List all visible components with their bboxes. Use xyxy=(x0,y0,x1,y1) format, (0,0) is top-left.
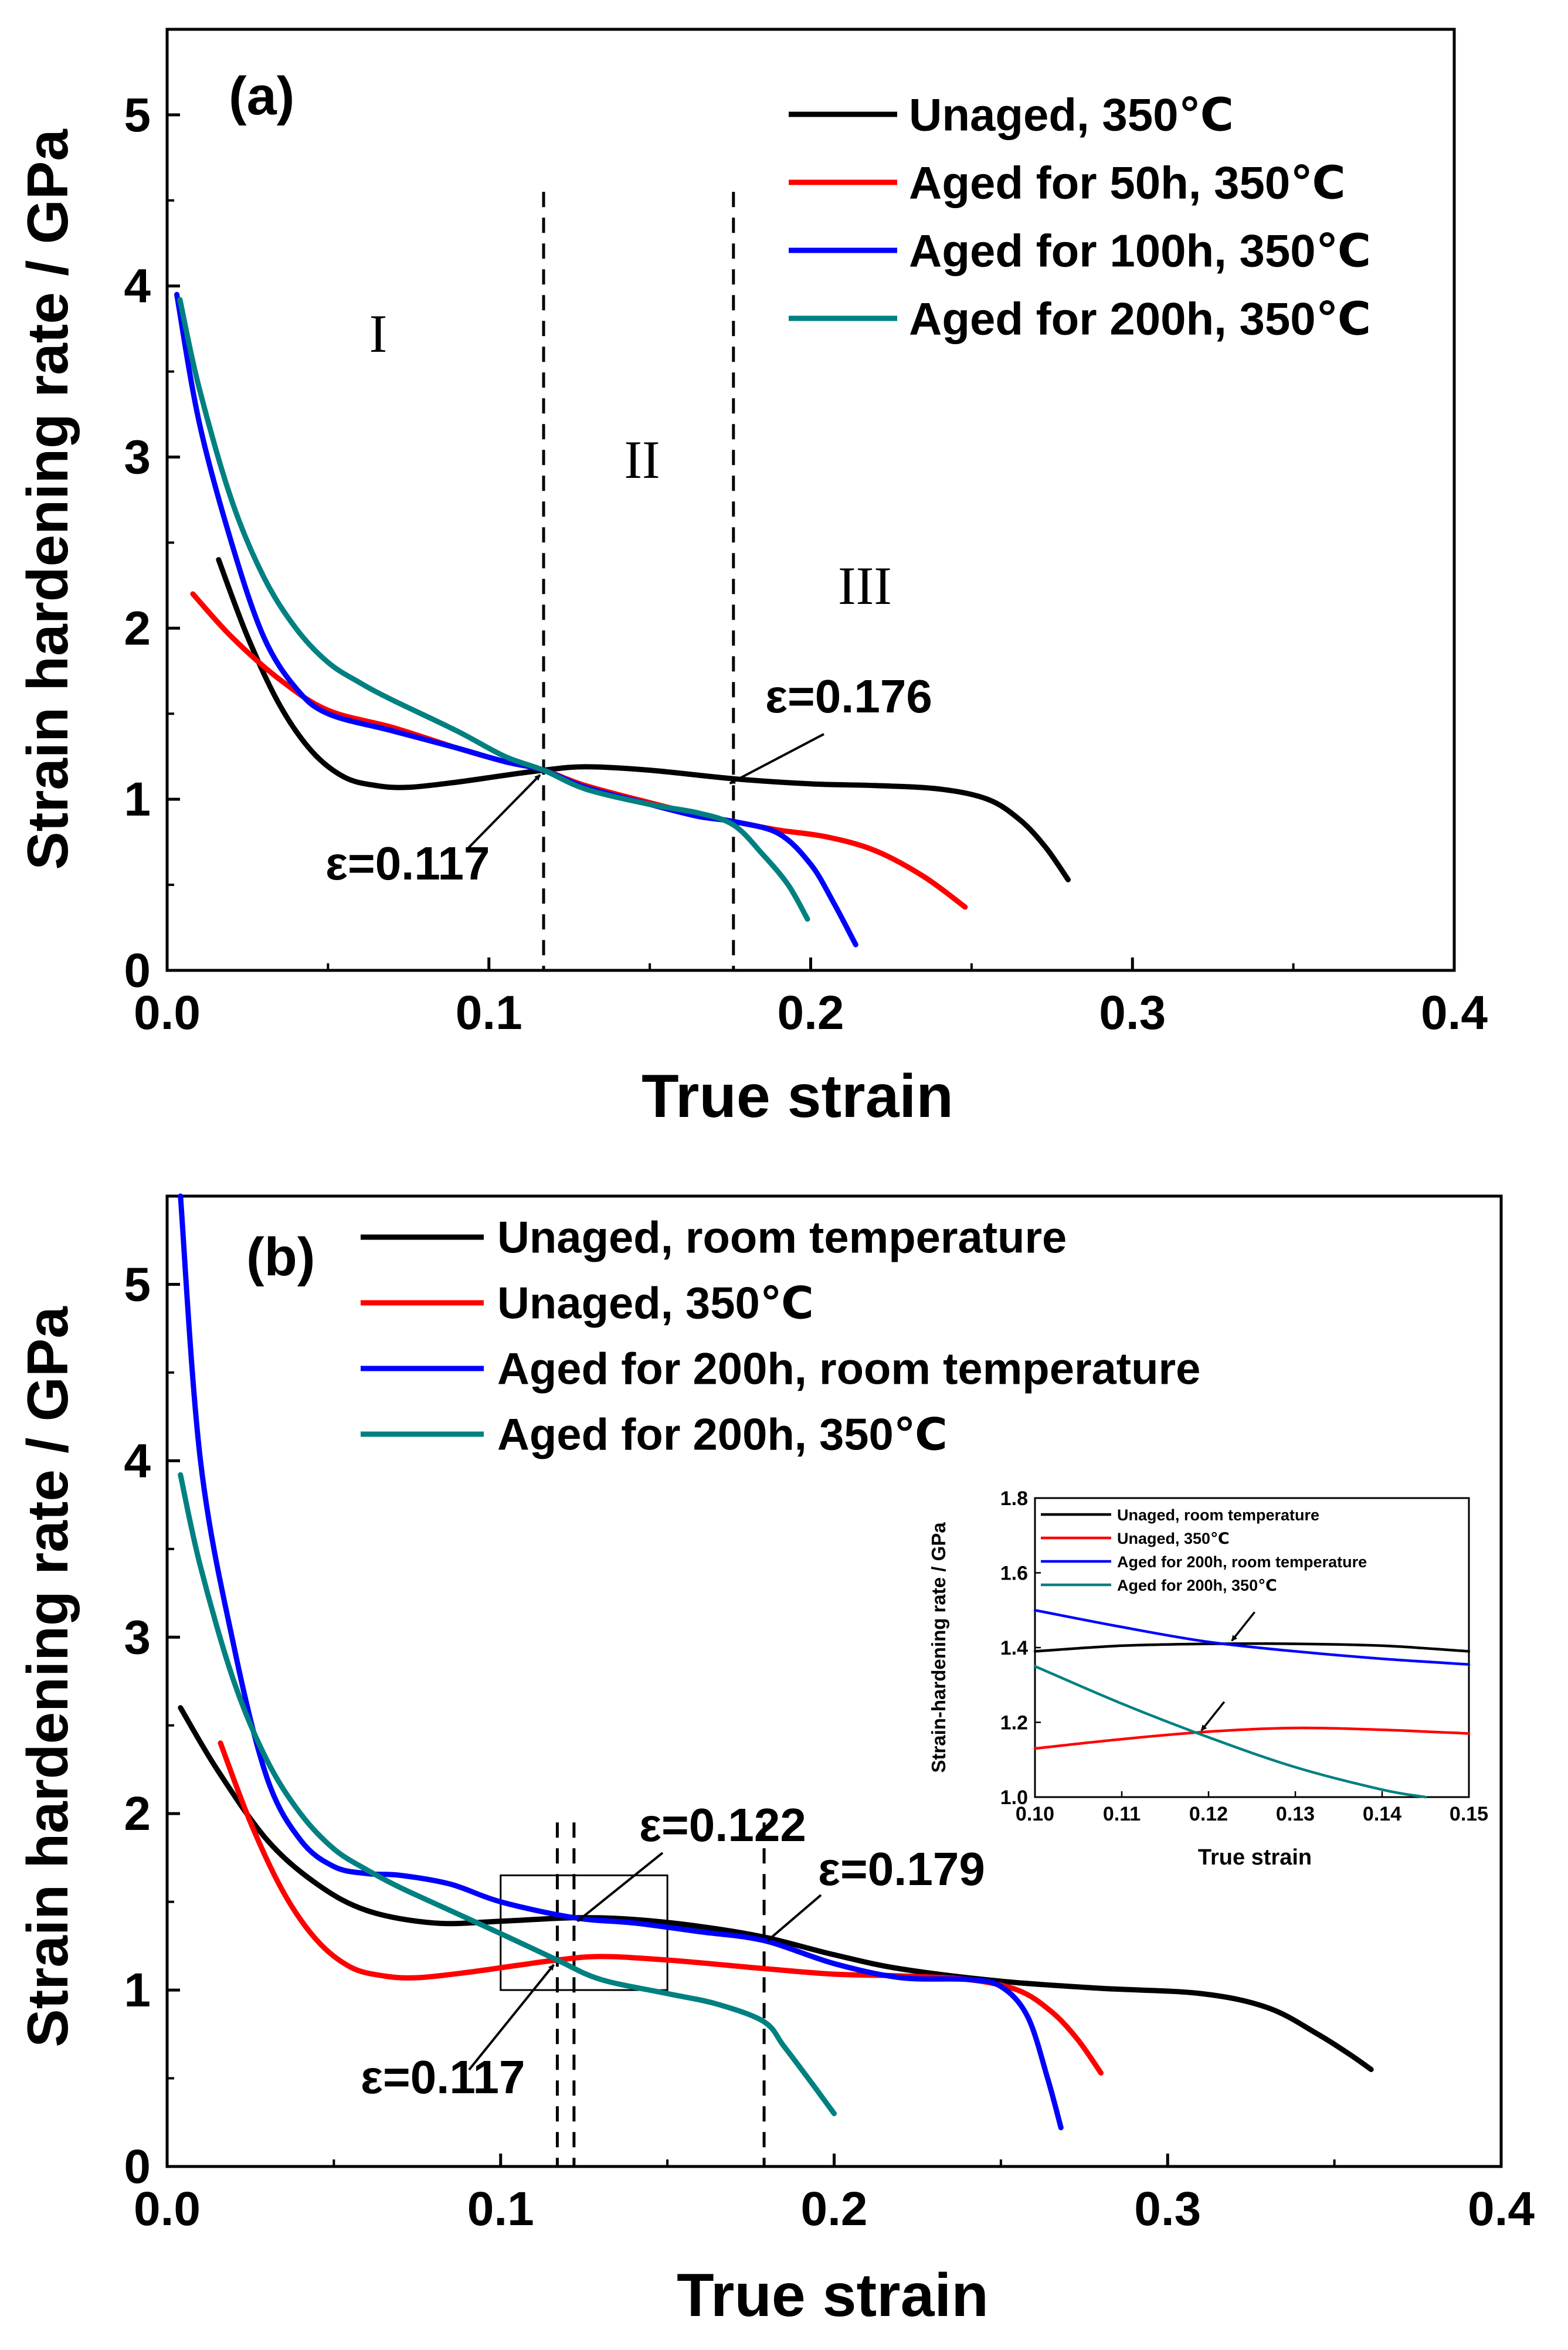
annotation-label: ε=0.117 xyxy=(325,837,490,889)
x-axis-title: True strain xyxy=(642,1062,953,1130)
inset-series-line-3 xyxy=(1033,1665,1427,1799)
region-label: III xyxy=(838,556,892,616)
region-label: I xyxy=(369,304,388,364)
series-line-3 xyxy=(177,297,810,922)
x-tick-label: 0.0 xyxy=(134,986,201,1040)
y-axis-title: Strain hardening rate / GPa xyxy=(15,1306,80,2047)
inset-legend-label: Aged for 200h, 350℃ xyxy=(1117,1577,1277,1594)
inset-y-tick-label: 1.6 xyxy=(1000,1563,1028,1585)
inset-series-line-2 xyxy=(1033,1609,1471,1666)
inset-legend-label: Unaged, room temperature xyxy=(1117,1506,1319,1524)
panel-label: (a) xyxy=(229,66,294,126)
x-tick-label: 0.0 xyxy=(134,2182,201,2236)
x-tick-label: 0.2 xyxy=(778,986,844,1040)
series-line-2 xyxy=(174,291,858,948)
y-tick-label: 0 xyxy=(124,2140,151,2193)
x-axis-title: True strain xyxy=(677,2261,989,2329)
inset-y-axis-title: Strain-hardening rate / GPa xyxy=(928,1522,949,1773)
inset-x-tick-label: 0.13 xyxy=(1276,1803,1315,1825)
series-line-1 xyxy=(218,1740,1104,2076)
annotation-arrow xyxy=(576,1852,664,1923)
legend-label: Aged for 200h, room temperature xyxy=(497,1344,1200,1394)
x-tick-label: 0.3 xyxy=(1134,2182,1201,2236)
legend-label: Unaged, room temperature xyxy=(497,1213,1067,1263)
x-tick-label: 0.2 xyxy=(801,2182,868,2236)
annotation-arrow xyxy=(465,774,541,851)
inset-y-tick-label: 1.8 xyxy=(1000,1488,1028,1510)
inset-legend-label: Aged for 200h, room temperature xyxy=(1117,1553,1367,1571)
inset-y-tick-label: 1.4 xyxy=(1000,1637,1028,1659)
y-tick-label: 4 xyxy=(124,1434,151,1488)
inset-series-line-1 xyxy=(1033,1726,1471,1750)
y-tick-label: 5 xyxy=(124,1258,151,1311)
x-tick-label: 0.3 xyxy=(1099,986,1166,1040)
inset-arrow xyxy=(1200,1701,1226,1731)
x-tick-label: 0.4 xyxy=(1468,2182,1535,2236)
series-line-0 xyxy=(216,557,1071,882)
legend-label: Aged for 200h, 350℃ xyxy=(497,1410,948,1460)
inset-x-axis-title: True strain xyxy=(1198,1845,1312,1870)
inset-x-tick-label: 0.12 xyxy=(1189,1803,1228,1825)
annotation-arrow xyxy=(468,1964,555,2071)
annotation-label: ε=0.176 xyxy=(765,670,932,722)
y-tick-label: 0 xyxy=(124,944,151,997)
y-tick-label: 3 xyxy=(124,1611,151,1664)
annotation-label: ε=0.117 xyxy=(361,2051,525,2103)
inset-x-tick-label: 0.15 xyxy=(1450,1803,1488,1825)
y-tick-label: 1 xyxy=(124,773,151,826)
inset-x-tick-label: 0.11 xyxy=(1103,1803,1141,1825)
annotation-label: ε=0.179 xyxy=(818,1843,985,1895)
inset-arrow xyxy=(1231,1611,1255,1642)
y-tick-label: 2 xyxy=(124,1787,151,1840)
panel-label: (b) xyxy=(246,1227,315,1287)
y-tick-label: 3 xyxy=(124,431,151,484)
inset-chart: 0.10 0.11 0.12 0.13 0.14 0.15 1.0 1.2 1.4 1.6 1.8 T… xyxy=(928,1488,1488,1870)
panel-b: 0.0 0.1 0.2 0.3 0.4 0 1 2 3 4 5 True strain Strain h… xyxy=(15,1193,1535,2329)
annotation-arrow xyxy=(766,1894,822,1942)
legend-label: Unaged, 350℃ xyxy=(909,89,1234,140)
inset-y-tick-label: 1.0 xyxy=(1000,1787,1028,1809)
y-tick-label: 5 xyxy=(124,89,151,142)
legend-label: Aged for 50h, 350℃ xyxy=(909,157,1346,208)
y-axis-title: Strain hardening rate / GPa xyxy=(15,128,80,870)
legend-label: Aged for 200h, 350℃ xyxy=(909,293,1371,344)
series-line-2 xyxy=(178,1193,1064,2131)
y-tick-label: 1 xyxy=(124,1964,151,2017)
series-line-3 xyxy=(178,1472,837,2117)
inset-y-tick-label: 1.2 xyxy=(1000,1712,1028,1734)
inset-x-tick-label: 0.10 xyxy=(1016,1803,1054,1825)
legend-label: Aged for 100h, 350℃ xyxy=(909,225,1371,276)
x-tick-label: 0.1 xyxy=(467,2182,534,2236)
inset-series-line-0 xyxy=(1033,1642,1471,1653)
series-line-0 xyxy=(178,1705,1374,2072)
x-tick-label: 0.4 xyxy=(1421,986,1488,1040)
x-tick-label: 0.1 xyxy=(456,986,522,1040)
legend-label: Unaged, 350℃ xyxy=(497,1279,814,1329)
inset-legend-label: Unaged, 350℃ xyxy=(1117,1530,1230,1547)
y-tick-label: 2 xyxy=(124,602,151,655)
y-tick-label: 4 xyxy=(124,260,151,313)
annotation-label: ε=0.122 xyxy=(639,1799,806,1851)
region-label: II xyxy=(624,430,660,490)
annotation-arrow xyxy=(729,733,824,785)
panel-a: 0.0 0.1 0.2 0.3 0.4 0 1 2 3 4 5 True strain Strain h… xyxy=(15,28,1488,1130)
inset-x-tick-label: 0.14 xyxy=(1363,1803,1401,1825)
